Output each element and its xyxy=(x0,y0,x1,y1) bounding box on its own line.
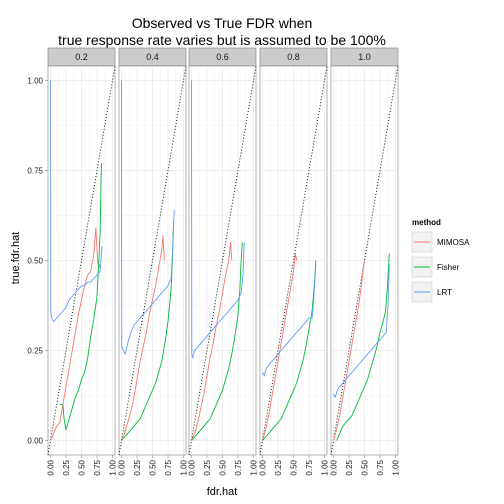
y-tick-label: 0.50 xyxy=(27,257,43,266)
x-tick-label: 0.00 xyxy=(117,459,126,475)
series-line-lrt xyxy=(333,264,390,398)
y-tick-label: 0.75 xyxy=(27,166,43,175)
x-tick-label: 0.50 xyxy=(149,459,158,475)
facet-panel-0.2: 0.2 0.00 0.25 0.50 0.75 1.00 xyxy=(46,47,118,476)
x-tick-label: 1.00 xyxy=(180,459,189,475)
x-axis-title: fdr.hat xyxy=(207,486,238,498)
x-tick-label: 0.25 xyxy=(345,459,354,475)
y-axis-title: true.fdr.hat xyxy=(10,232,22,285)
x-tick-label: 0.75 xyxy=(305,459,314,475)
facet-strip-label: 1.0 xyxy=(358,52,371,62)
series-line-lrt xyxy=(121,80,175,355)
x-tick-label: 0.00 xyxy=(46,459,55,475)
series-line-fisher xyxy=(59,163,102,431)
legend-label-fisher: Fisher xyxy=(437,263,460,272)
facet-panel-1.0: 1.0 0.00 0.25 0.50 0.75 1.00 xyxy=(329,47,401,476)
x-tick-label: 0.50 xyxy=(78,459,87,475)
x-tick-label: 0.50 xyxy=(290,459,299,475)
series-line-mimosa xyxy=(333,260,365,441)
x-tick-label: 0.00 xyxy=(187,459,196,475)
x-tick-label: 0.25 xyxy=(203,459,212,475)
legend-title: method xyxy=(412,218,441,227)
series-line-lrt xyxy=(262,264,317,377)
x-tick-label: 0.50 xyxy=(361,459,370,475)
chart-title-line-2: true response rate varies but is assumed… xyxy=(58,32,386,48)
legend: method MIMOSA Fisher LRT xyxy=(411,218,470,303)
x-tick-label: 0.50 xyxy=(219,459,228,475)
facet-strip-label: 0.6 xyxy=(216,52,229,62)
facet-panel-0.4: 0.4 0.00 0.25 0.50 0.75 1.00 xyxy=(117,47,189,476)
series-line-lrt xyxy=(191,80,245,359)
facet-panels: 0.20.00 0.25 0.50 0.75 1.000.40.00 0.25 0.50 0.… xyxy=(27,47,401,476)
series-line-fisher xyxy=(121,220,175,441)
legend-label-lrt: LRT xyxy=(437,288,452,297)
x-tick-label: 0.25 xyxy=(62,459,71,475)
facet-strip-label: 0.2 xyxy=(75,52,88,62)
series-line-mimosa xyxy=(50,227,101,441)
x-tick-label: 0.25 xyxy=(133,459,142,475)
facet-strip-label: 0.4 xyxy=(146,52,159,62)
y-tick-label: 0.25 xyxy=(27,347,43,356)
x-tick-label: 0.75 xyxy=(93,459,102,475)
x-tick-label: 0.00 xyxy=(329,459,338,475)
x-tick-label: 1.00 xyxy=(109,459,118,475)
series-line-mimosa xyxy=(191,242,233,441)
x-tick-label: 0.25 xyxy=(274,459,283,475)
series-line-mimosa xyxy=(121,234,165,441)
series-line-lrt xyxy=(50,80,103,323)
facet-panel-0.8: 0.8 0.00 0.25 0.50 0.75 1.00 xyxy=(258,47,330,476)
y-tick-label: 0.00 xyxy=(27,437,43,446)
x-tick-label: 0.75 xyxy=(164,459,173,475)
y-tick-label: 1.00 xyxy=(27,76,43,85)
facet-strip-label: 0.8 xyxy=(287,52,300,62)
x-tick-label: 1.00 xyxy=(392,459,401,475)
x-tick-label: 0.75 xyxy=(376,459,385,475)
facet-panel-0.6: 0.6 0.00 0.25 0.50 0.75 1.00 xyxy=(187,47,259,476)
series-line-fisher xyxy=(191,242,243,441)
x-tick-label: 1.00 xyxy=(250,459,259,475)
legend-label-mimosa: MIMOSA xyxy=(437,238,470,247)
x-tick-label: 0.00 xyxy=(258,459,267,475)
series-line-fisher xyxy=(262,260,317,441)
series-line-fisher xyxy=(336,253,390,441)
chart-title-line-1: Observed vs True FDR when xyxy=(132,15,313,31)
series-line-mimosa xyxy=(262,252,298,441)
x-tick-label: 1.00 xyxy=(321,459,330,475)
x-tick-label: 0.75 xyxy=(234,459,243,475)
